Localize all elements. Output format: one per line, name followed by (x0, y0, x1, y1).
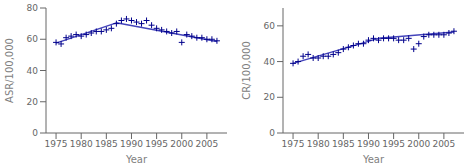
svg-text:2005: 2005 (195, 139, 218, 149)
svg-text:1985: 1985 (95, 139, 118, 149)
svg-text:1995: 1995 (145, 139, 168, 149)
svg-text:Year: Year (362, 154, 385, 165)
svg-text:80: 80 (27, 3, 39, 13)
svg-text:2000: 2000 (407, 139, 430, 149)
svg-text:40: 40 (27, 66, 39, 76)
svg-text:20: 20 (264, 92, 276, 102)
svg-text:1985: 1985 (332, 139, 355, 149)
svg-text:1995: 1995 (382, 139, 405, 149)
svg-text:20: 20 (27, 97, 39, 107)
svg-text:2000: 2000 (170, 139, 193, 149)
svg-text:60: 60 (27, 34, 39, 44)
svg-text:ASR/100,000: ASR/100,000 (8, 38, 15, 103)
svg-text:60: 60 (264, 21, 276, 31)
svg-text:1980: 1980 (70, 139, 93, 149)
svg-text:Year: Year (125, 154, 148, 165)
svg-text:40: 40 (264, 57, 276, 67)
svg-text:2005: 2005 (432, 139, 455, 149)
svg-text:1975: 1975 (45, 139, 68, 149)
svg-text:0: 0 (32, 128, 38, 138)
svg-text:0: 0 (269, 128, 275, 138)
svg-text:1980: 1980 (307, 139, 330, 149)
svg-text:1975: 1975 (282, 139, 305, 149)
svg-text:1990: 1990 (357, 139, 380, 149)
svg-text:CR/100,000: CR/100,000 (241, 41, 252, 100)
svg-text:1990: 1990 (120, 139, 143, 149)
